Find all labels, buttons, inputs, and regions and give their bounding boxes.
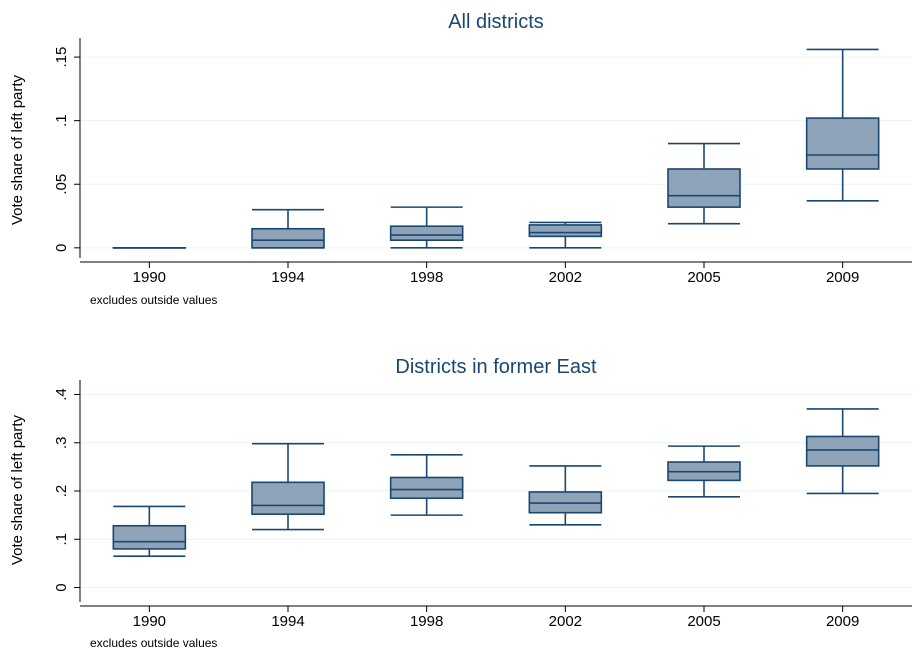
iqr-box: [391, 477, 463, 498]
box-1994: [252, 444, 324, 530]
box-2002: [529, 466, 601, 525]
x-tick-label: 1994: [271, 613, 304, 630]
box-1994: [252, 210, 324, 248]
iqr-box: [252, 482, 324, 514]
x-tick-label: 1994: [271, 269, 304, 286]
chart-title: All districts: [448, 11, 544, 33]
y-tick-label: 0: [53, 244, 70, 252]
iqr-box: [391, 226, 463, 240]
x-tick-label: 2009: [826, 613, 859, 630]
iqr-box: [807, 436, 879, 465]
box-2002: [529, 222, 601, 247]
x-tick-label: 2005: [687, 269, 720, 286]
y-tick-label: .3: [53, 436, 70, 449]
x-tick-label: 1998: [410, 269, 443, 286]
y-tick-label: .2: [53, 485, 70, 498]
y-tick-label: .15: [53, 47, 70, 68]
y-axis-label: Vote share of left party: [9, 74, 26, 225]
y-tick-label: .1: [53, 114, 70, 127]
x-tick-label: 2005: [687, 613, 720, 630]
y-tick-label: 0: [53, 583, 70, 591]
x-tick-label: 1998: [410, 613, 443, 630]
box-1998: [391, 207, 463, 248]
iqr-box: [529, 225, 601, 236]
box-2009: [807, 409, 879, 493]
chart-title: Districts in former East: [395, 356, 597, 378]
iqr-box: [668, 169, 740, 207]
box-2005: [668, 446, 740, 497]
chart-panel-2: 0 .1 .2 .3 .4 1990 1994 1998 2002 2005 2009 Distric…: [9, 356, 912, 650]
iqr-box: [113, 526, 185, 549]
box-2005: [668, 144, 740, 224]
y-tick-label: .4: [53, 388, 70, 401]
iqr-box: [252, 229, 324, 248]
chart-note: excludes outside values: [90, 636, 217, 650]
y-axis-label: Vote share of left party: [9, 414, 26, 565]
x-tick-label: 2002: [549, 613, 582, 630]
box-1998: [391, 455, 463, 515]
box-2009: [807, 49, 879, 200]
box-1990: [113, 506, 185, 556]
x-tick-label: 2009: [826, 269, 859, 286]
y-tick-label: .1: [53, 533, 70, 546]
iqr-box: [807, 118, 879, 169]
chart-note: excludes outside values: [90, 293, 217, 307]
x-tick-label: 1990: [133, 269, 166, 286]
x-tick-label: 2002: [549, 269, 582, 286]
x-tick-label: 1990: [133, 613, 166, 630]
chart-panel-1: 0 .05 .1 .15 1990 1994 1998 2002 2005 2009 All dis…: [9, 11, 912, 307]
y-tick-label: .05: [53, 174, 70, 195]
